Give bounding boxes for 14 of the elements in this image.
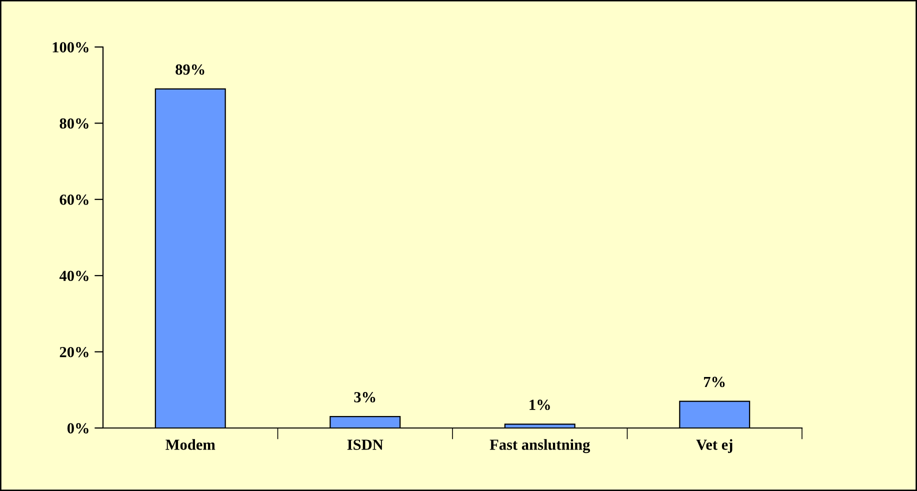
y-tick-label: 0% — [67, 423, 88, 434]
data-label: 7% — [704, 376, 725, 388]
y-tick-label: 80% — [60, 118, 88, 129]
y-tick-label: 100% — [52, 42, 88, 52]
y-tick-label: 20% — [60, 346, 88, 358]
y-tick-label: 40% — [59, 270, 88, 282]
data-label: 3% — [354, 392, 376, 402]
data-label: 1% — [530, 400, 550, 410]
x-tick-label: Vet ej — [696, 439, 732, 453]
y-tick-label: 60% — [60, 194, 88, 205]
x-tick-label: Fast anslutning — [490, 439, 590, 454]
x-tick-label: Modem — [166, 439, 216, 450]
data-label: 89% — [176, 64, 204, 75]
x-tick-label: ISDN — [347, 440, 384, 450]
